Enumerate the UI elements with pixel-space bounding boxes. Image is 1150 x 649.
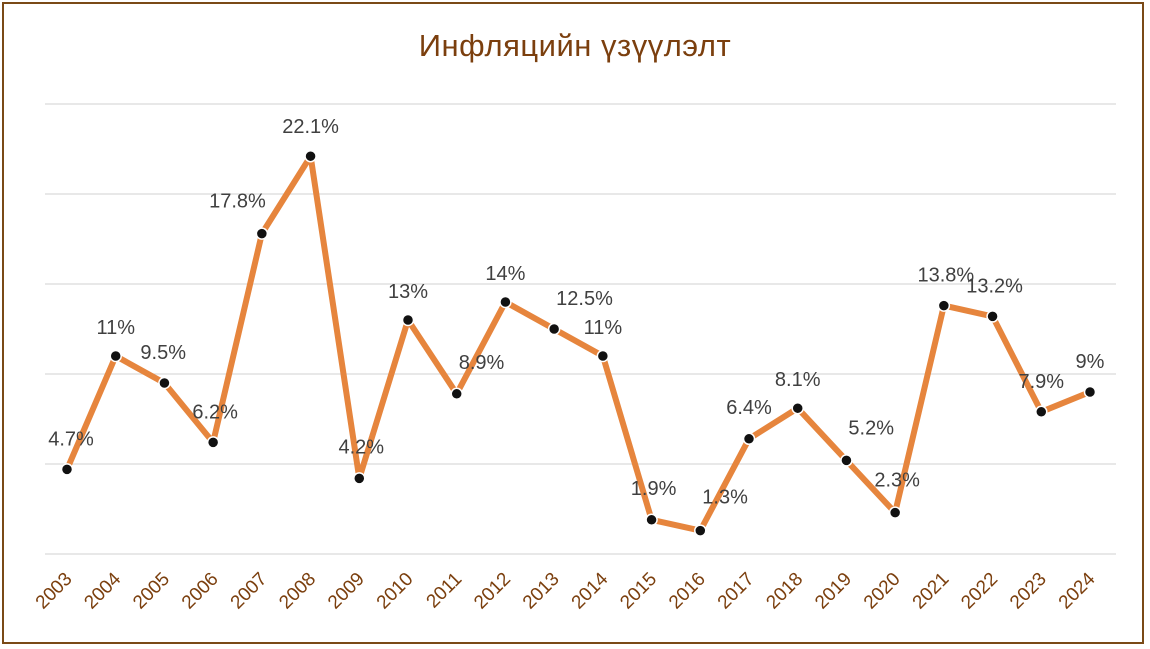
data-point [694,524,707,537]
data-point [353,472,366,485]
x-tick-label: 2023 [1006,569,1051,614]
x-tick-label: 2020 [860,569,905,614]
data-label: 13.8% [917,265,974,287]
x-tick-label: 2022 [957,569,1002,614]
x-tick-label: 2021 [909,569,954,614]
x-tick-label: 2011 [423,569,467,613]
data-label: 6.2% [192,401,238,423]
data-label: 8.9% [459,352,505,374]
x-tick-label: 2012 [470,569,515,614]
data-point [986,310,999,323]
data-label: 13.2% [966,275,1023,297]
x-tick-label: 2014 [568,568,613,613]
data-point [791,401,804,415]
data-label: 11% [584,317,623,339]
x-tick-label: 2010 [373,569,418,614]
data-label: 11% [96,317,135,339]
data-label: 13% [388,281,428,303]
x-tick-label: 2019 [811,569,856,614]
data-label: 1.9% [631,478,677,500]
x-tick-label: 2007 [227,569,272,614]
data-label: 22.1% [282,116,339,138]
data-point [840,454,853,467]
data-label: 7.9% [1018,371,1064,393]
data-point [158,376,171,390]
inflation-series-line [64,153,1093,534]
x-tick-label: 2009 [324,569,369,614]
data-point [645,513,658,527]
data-point [499,295,512,309]
data-point [255,227,269,240]
data-label: 4.2% [338,436,384,458]
data-point [888,506,902,519]
data-label: 1.3% [702,487,748,509]
x-tick-label: 2016 [665,569,710,614]
data-label: 2.3% [874,470,920,492]
data-point [596,349,610,363]
data-point [937,299,951,312]
data-point [60,463,74,476]
data-point [206,436,220,449]
x-tick-label: 2003 [32,569,77,614]
data-label: 4.7% [48,428,94,450]
data-point [742,432,756,446]
data-label: 8.1% [775,369,821,391]
chart-title: Инфляцийн үзүүлэлт [418,28,732,63]
data-label: 17.8% [209,191,266,213]
x-tick-label: 2015 [616,569,661,614]
data-label: 9.5% [140,342,186,364]
x-tick-label: 2005 [129,569,174,614]
data-point [304,149,317,163]
data-label: 9% [1076,351,1105,373]
x-tick-label: 2024 [1055,568,1100,613]
data-label: 5.2% [848,417,894,439]
x-tick-label: 2006 [178,569,223,614]
data-point [1083,385,1097,399]
x-tick-label: 2004 [81,568,126,613]
x-tick-label: 2013 [519,569,564,614]
x-tick-label: 2017 [714,569,759,614]
data-point [1035,405,1048,419]
data-point [401,313,415,327]
data-point [547,322,561,336]
data-label: 12.5% [556,288,613,310]
data-point [450,387,463,401]
data-label: 14% [485,263,525,285]
data-point [109,349,122,363]
data-label: 6.4% [726,397,772,419]
x-tick-label: 2008 [275,569,320,614]
x-tick-label: 2018 [763,569,808,614]
